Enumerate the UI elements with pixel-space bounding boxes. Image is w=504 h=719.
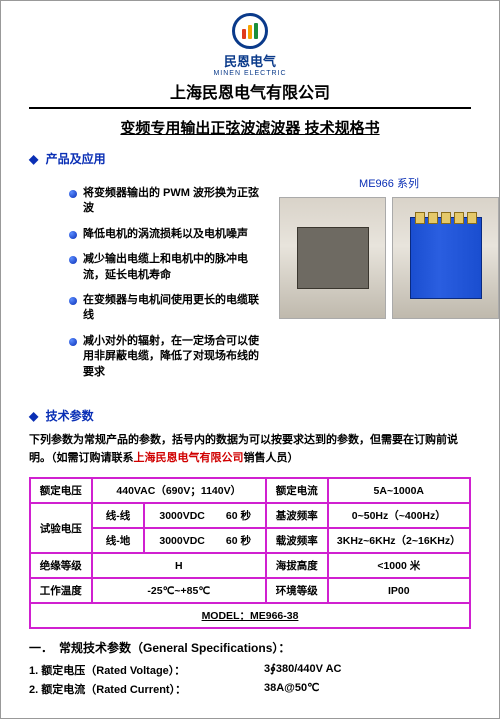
page: 民恩电气 MINEN ELECTRIC 上海民恩电气有限公司 变频专用输出正弦波…: [0, 0, 500, 719]
company-name: 上海民恩电气有限公司: [29, 79, 471, 109]
logo-icon: [232, 13, 268, 49]
cell-label: 额定电压: [30, 478, 92, 503]
cell-label: 环境等级: [266, 578, 328, 603]
table-row-model: MODEL：ME966-38: [30, 603, 470, 628]
cell-value: -25℃~+85℃: [92, 578, 266, 603]
list-item: 将变频器输出的 PWM 波形换为正弦波: [69, 186, 269, 217]
cell-value: IP00: [328, 578, 470, 603]
cell-label: 额定电流: [266, 478, 328, 503]
section-spec-heading: ◆ 技术参数: [29, 407, 471, 424]
section-products-label: 产品及应用: [46, 152, 106, 166]
product-images: ME966 系列: [279, 175, 499, 401]
section-spec-label: 技术参数: [46, 409, 94, 423]
row-key: 额定电压（Rated Voltage）：: [41, 665, 185, 677]
cell-label: 试验电压: [30, 503, 92, 553]
cell-label: 海拔高度: [266, 553, 328, 578]
table-row: 绝缘等级 H 海拔高度 <1000 米: [30, 553, 470, 578]
product-image-1: [279, 197, 386, 319]
diamond-icon: ◆: [29, 409, 38, 423]
cell-label: 绝缘等级: [30, 553, 92, 578]
cell-label: 工作温度: [30, 578, 92, 603]
model-cell: MODEL：ME966-38: [30, 603, 470, 628]
cell-value: 0~50Hz（~400Hz）: [328, 503, 470, 528]
cell-label: 线-线: [92, 503, 145, 528]
logo-subtext: MINEN ELECTRIC: [29, 70, 471, 77]
cell-value: 5A~1000A: [328, 478, 470, 503]
cell-value: H: [92, 553, 266, 578]
list-item: 在变频器与电机间使用更长的电缆联线: [69, 293, 269, 324]
logo-block: 民恩电气 MINEN ELECTRIC: [29, 13, 471, 77]
cell-label: 载波频率: [266, 528, 328, 553]
intro-text-b: 销售人员）: [244, 452, 299, 464]
cell-label: 基波频率: [266, 503, 328, 528]
cell-value: 440VAC（690V；1140V）: [92, 478, 266, 503]
diamond-icon: ◆: [29, 152, 38, 166]
spec-intro: 下列参数为常规产品的参数，括号内的数据为可以按要求达到的参数，但需要在订购前说明…: [29, 432, 471, 467]
row-val: 3∮380/440V AC: [264, 662, 341, 678]
cell-value: 3KHz~6KHz（2~16KHz）: [328, 528, 470, 553]
cell-label: 线-地: [92, 528, 145, 553]
row-key: 额定电流（Rated Current）：: [41, 684, 186, 696]
section-products-heading: ◆ 产品及应用: [29, 150, 471, 167]
spec-table: 额定电压 440VAC（690V；1140V） 额定电流 5A~1000A 试验…: [29, 477, 471, 629]
list-item: 减小对外的辐射，在一定场合可以使用非屏蔽电缆，降低了对现场布线的要求: [69, 334, 269, 380]
cell-value: <1000 米: [328, 553, 470, 578]
series-label: ME966 系列: [279, 175, 499, 191]
logo-text: 民恩电气: [29, 51, 471, 70]
list-item: 1. 额定电压（Rated Voltage）： 3∮380/440V AC: [29, 662, 471, 678]
row-num: 2.: [29, 684, 38, 696]
feature-list: 将变频器输出的 PWM 波形换为正弦波 降低电机的涡流损耗以及电机噪声 减少输出…: [29, 186, 269, 390]
table-row: 工作温度 -25℃~+85℃ 环境等级 IP00: [30, 578, 470, 603]
table-row: 线-地 3000VDC 60 秒 载波频率 3KHz~6KHz（2~16KHz）: [30, 528, 470, 553]
product-image-2: [392, 197, 499, 319]
general-list: 1. 额定电压（Rated Voltage）： 3∮380/440V AC 2.…: [29, 662, 471, 697]
row-num: 1.: [29, 665, 38, 677]
intro-text-red: 上海民恩电气有限公司: [134, 452, 244, 464]
list-item: 2. 额定电流（Rated Current）： 38A@50℃: [29, 681, 471, 697]
table-row: 试验电压 线-线 3000VDC 60 秒 基波频率 0~50Hz（~400Hz…: [30, 503, 470, 528]
general-heading: 一． 常规技术参数（General Specifications）：: [29, 639, 471, 656]
cell-value: 3000VDC 60 秒: [144, 528, 266, 553]
row-val: 38A@50℃: [264, 681, 320, 697]
doc-title: 变频专用输出正弦波滤波器 技术规格书: [29, 117, 471, 138]
list-item: 减少输出电缆上和电机中的脉冲电流，延长电机寿命: [69, 252, 269, 283]
cell-value: 3000VDC 60 秒: [144, 503, 266, 528]
products-row: 将变频器输出的 PWM 波形换为正弦波 降低电机的涡流损耗以及电机噪声 减少输出…: [29, 175, 471, 401]
table-row: 额定电压 440VAC（690V；1140V） 额定电流 5A~1000A: [30, 478, 470, 503]
list-item: 降低电机的涡流损耗以及电机噪声: [69, 227, 269, 242]
